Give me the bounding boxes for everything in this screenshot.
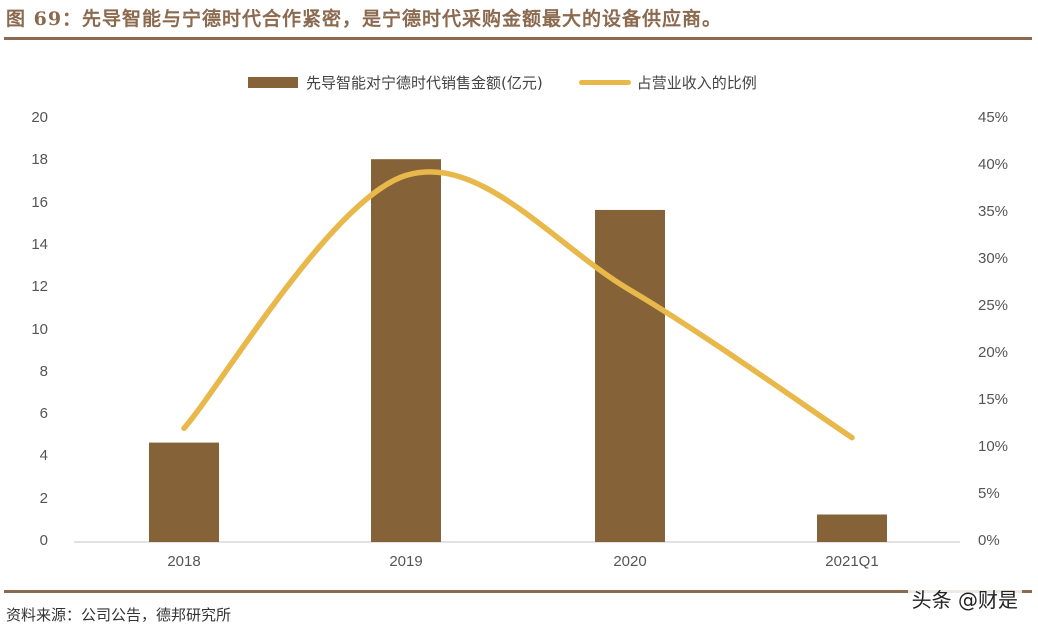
right-axis-tick: 15% — [978, 391, 1009, 408]
bar — [149, 442, 219, 542]
legend: 先导智能对宁德时代销售金额(亿元) 占营业收入的比例 — [248, 72, 757, 93]
left-axis-tick: 4 — [39, 447, 48, 465]
chart-title: 图 69：先导智能与宁德时代合作紧密，是宁德时代采购金额最大的设备供应商。 — [6, 8, 723, 30]
right-axis-tick: 20% — [978, 344, 1009, 361]
left-axis-tick: 16 — [31, 193, 48, 211]
bar — [595, 209, 665, 542]
left-axis-tick: 18 — [31, 151, 48, 169]
right-axis-tick: 10% — [978, 438, 1009, 455]
right-axis-tick: 0% — [978, 532, 1000, 549]
left-axis-tick: 6 — [39, 405, 48, 423]
right-axis-tick: 25% — [978, 297, 1009, 314]
left-axis-tick: 2 — [39, 489, 48, 507]
left-axis-tick: 20 — [31, 109, 48, 126]
x-axis-tick: 2019 — [389, 553, 423, 570]
line-series — [181, 169, 855, 441]
left-axis-tick: 0 — [39, 532, 48, 549]
bar — [817, 514, 887, 542]
left-axis-tick: 14 — [31, 235, 48, 253]
right-axis-tick: 35% — [978, 203, 1009, 220]
legend-line-label: 占营业收入的比例 — [636, 74, 757, 92]
x-axis-tick: 2018 — [167, 553, 201, 570]
bottom-divider — [4, 590, 1032, 593]
left-axis-tick: 12 — [31, 278, 48, 296]
right-axis-tick: 40% — [978, 156, 1009, 173]
bar — [371, 159, 441, 542]
x-axis-tick: 2020 — [613, 553, 647, 570]
right-axis-tick: 30% — [978, 250, 1009, 267]
watermark: 头条 @财是 — [907, 584, 1022, 613]
right-axis-tick: 5% — [978, 485, 1000, 502]
top-divider — [4, 37, 1032, 40]
x-axis-tick: 2021Q1 — [825, 553, 879, 570]
legend-line-swatch — [578, 80, 631, 85]
source-note: 资料来源：公司公告，德邦研究所 — [6, 606, 232, 624]
legend-bar-label: 先导智能对宁德时代销售金额(亿元) — [306, 74, 543, 92]
left-axis-tick: 10 — [31, 320, 48, 338]
right-axis-tick: 45% — [978, 109, 1009, 126]
left-axis-tick: 8 — [39, 362, 48, 380]
bar-series — [149, 159, 887, 542]
legend-bar-swatch — [248, 77, 298, 88]
